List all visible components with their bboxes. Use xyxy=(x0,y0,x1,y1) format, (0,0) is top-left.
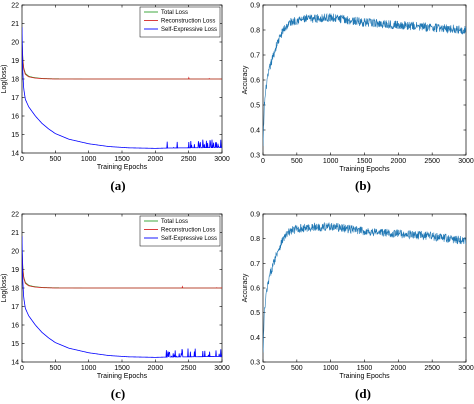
y-tick-label: 18 xyxy=(11,286,19,293)
y-tick-label: 0.3 xyxy=(250,153,260,160)
panel-label: (c) xyxy=(111,386,125,401)
y-tick-label: 0.7 xyxy=(250,261,260,268)
series-line-self-expressive-loss xyxy=(22,236,222,358)
legend-entry: Total Loss xyxy=(161,10,188,16)
y-tick-label: 0.5 xyxy=(250,310,260,317)
x-tick-label: 2000 xyxy=(391,158,407,165)
y-tick-label: 17 xyxy=(11,304,19,311)
y-axis-label: Log(loss) xyxy=(1,65,8,94)
x-tick-label: 2000 xyxy=(148,156,164,163)
y-axis-label: Log(loss) xyxy=(1,274,8,303)
x-tick-label: 500 xyxy=(49,365,61,372)
series-group xyxy=(263,222,466,353)
y-tick-label: 0.9 xyxy=(250,212,260,219)
x-tick-label: 1000 xyxy=(323,365,339,372)
y-tick-label: 0.4 xyxy=(250,128,260,135)
series-group xyxy=(263,13,466,147)
plot-frame xyxy=(262,4,467,156)
y-tick-label: 0.5 xyxy=(250,103,260,110)
y-tick-label: 0.8 xyxy=(250,236,260,243)
x-tick-label: 1500 xyxy=(114,365,130,372)
legend-entry: Self-Expressive Loss xyxy=(161,27,217,33)
x-tick-label: 1000 xyxy=(81,365,97,372)
x-tick-label: 1500 xyxy=(114,156,130,163)
y-tick-label: 19 xyxy=(11,267,19,274)
x-tick-label: 2500 xyxy=(424,365,440,372)
panel-label: (b) xyxy=(355,178,371,193)
panel-0: 0 500 1000 1500 2000 2500 3000 14 15 16 17 18 19 20 21… xyxy=(1,3,230,194)
x-tick-label: 2000 xyxy=(148,365,164,372)
y-tick-label: 22 xyxy=(11,212,19,219)
legend-entry: Reconstruction Loss xyxy=(161,228,215,234)
y-tick-label: 16 xyxy=(11,114,19,121)
legend: Total Loss Reconstruction Loss Self-Expres… xyxy=(139,6,221,38)
y-tick-label: 0.3 xyxy=(250,360,260,367)
y-tick-label: 0.9 xyxy=(250,3,260,10)
y-tick-label: 17 xyxy=(11,95,19,102)
x-tick-label: 500 xyxy=(49,156,61,163)
y-tick-label: 0.6 xyxy=(250,78,260,85)
y-tick-label: 0.4 xyxy=(250,335,260,342)
panel-3: 0 500 1000 1500 2000 2500 3000 0.3 0.4 0.5 0.6 0.7 0… xyxy=(242,212,474,402)
legend: Total Loss Reconstruction Loss Self-Expres… xyxy=(139,215,221,247)
series-group xyxy=(22,236,222,358)
legend-entry: Total Loss xyxy=(161,219,188,225)
x-tick-label: 0 xyxy=(261,365,265,372)
x-tick-label: 500 xyxy=(291,365,303,372)
y-tick-label: 18 xyxy=(11,77,19,84)
y-tick-label: 0.7 xyxy=(250,53,260,60)
y-tick-label: 21 xyxy=(11,230,19,237)
series-group xyxy=(22,27,222,149)
x-axis-label: Training Epochs xyxy=(97,373,148,380)
y-tick-label: 0.6 xyxy=(250,286,260,293)
y-tick-label: 16 xyxy=(11,323,19,330)
y-tick-label: 14 xyxy=(11,151,19,158)
x-tick-label: 2500 xyxy=(181,156,197,163)
x-tick-label: 500 xyxy=(291,158,303,165)
y-axis-label: Accuracy xyxy=(242,273,249,302)
series-line-total-loss xyxy=(22,38,222,80)
y-tick-label: 0.8 xyxy=(250,28,260,35)
y-tick-label: 20 xyxy=(11,40,19,47)
y-tick-label: 15 xyxy=(11,341,19,348)
series-line-accuracy xyxy=(263,13,466,147)
y-tick-label: 19 xyxy=(11,58,19,65)
y-tick-label: 21 xyxy=(11,21,19,28)
x-tick-label: 2500 xyxy=(424,158,440,165)
legend-entry: Reconstruction Loss xyxy=(161,19,215,25)
x-axis-label: Training Epochs xyxy=(339,373,390,380)
series-line-self-expressive-loss xyxy=(22,27,222,149)
x-axis-label: Training Epochs xyxy=(339,166,390,173)
x-tick-label: 0 xyxy=(261,158,265,165)
x-tick-label: 1000 xyxy=(81,156,97,163)
y-tick-label: 15 xyxy=(11,132,19,139)
y-tick-label: 22 xyxy=(11,3,19,10)
x-tick-label: 2000 xyxy=(391,365,407,372)
series-line-accuracy xyxy=(263,222,466,353)
series-line-total-loss xyxy=(22,247,222,289)
x-tick-label: 1000 xyxy=(323,158,339,165)
x-tick-label: 0 xyxy=(20,156,24,163)
x-tick-label: 1500 xyxy=(357,158,373,165)
panel-label: (a) xyxy=(110,178,125,193)
x-tick-label: 0 xyxy=(20,365,24,372)
series-line-reconstruction-loss xyxy=(22,40,222,80)
y-tick-label: 20 xyxy=(11,249,19,256)
y-tick-label: 14 xyxy=(11,360,19,367)
panel-1: 0 500 1000 1500 2000 2500 3000 0.3 0.4 0.5 0.6 0.7 0… xyxy=(242,3,474,194)
x-tick-label: 3000 xyxy=(214,156,230,163)
x-tick-label: 3000 xyxy=(458,158,474,165)
x-tick-label: 3000 xyxy=(214,365,230,372)
x-tick-label: 3000 xyxy=(458,365,474,372)
panel-2: 0 500 1000 1500 2000 2500 3000 14 15 16 17 18 19 20 21… xyxy=(1,212,230,402)
y-axis-label: Accuracy xyxy=(242,65,249,94)
panel-label: (d) xyxy=(355,386,371,401)
series-line-reconstruction-loss xyxy=(22,249,222,289)
x-axis-label: Training Epochs xyxy=(97,164,148,171)
x-tick-label: 2500 xyxy=(181,365,197,372)
legend-entry: Self-Expressive Loss xyxy=(161,236,217,242)
x-tick-label: 1500 xyxy=(357,365,373,372)
